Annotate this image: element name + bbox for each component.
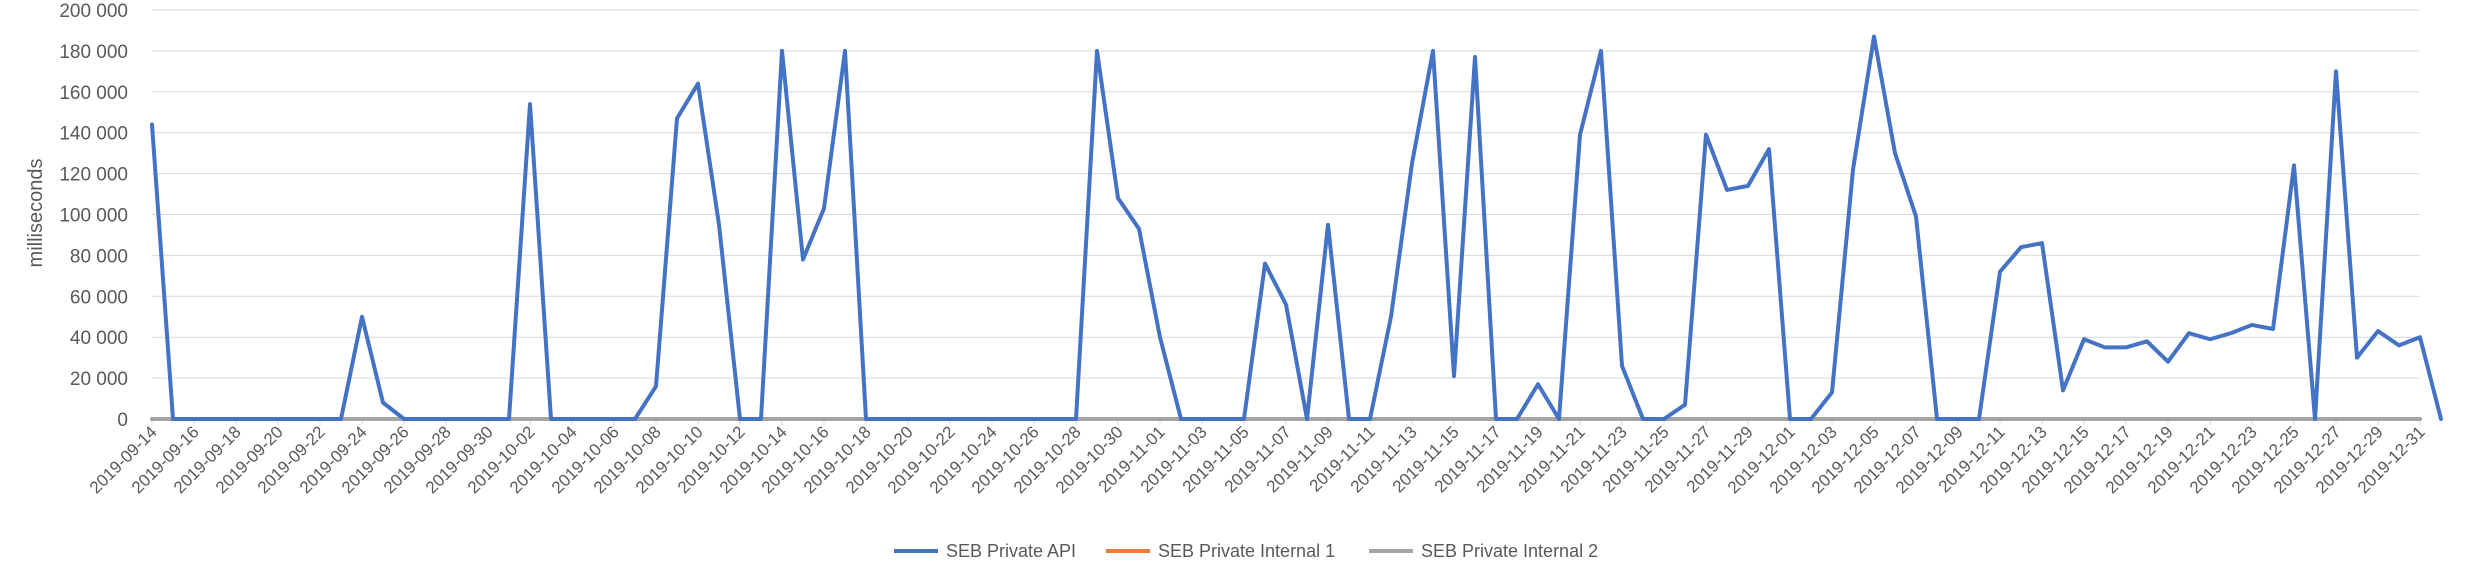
y-tick-label: 80 000: [70, 246, 128, 267]
y-tick-label: 200 000: [59, 1, 128, 22]
legend-label: SEB Private API: [946, 541, 1076, 561]
legend-label: SEB Private Internal 1: [1158, 541, 1335, 561]
y-tick-label: 120 000: [59, 165, 128, 186]
x-axis-ticks: 2019-09-142019-09-162019-09-182019-09-20…: [86, 419, 2429, 497]
y-tick-label: 100 000: [59, 206, 128, 227]
series-lines: [150, 34, 2443, 421]
y-axis-ticks: 0 20 000 40 000 60 000 80 000 100 000 120 000 1…: [59, 1, 128, 431]
y-tick-label: 60 000: [70, 287, 128, 308]
y-tick-label: 140 000: [59, 124, 128, 145]
y-tick-label: 180 000: [59, 42, 128, 63]
y-tick-label: 20 000: [70, 369, 128, 390]
y-tick-label: 160 000: [59, 83, 128, 104]
legend: SEB Private API SEB Private Internal 1 SEB…: [894, 541, 1598, 561]
y-tick-label: 40 000: [70, 328, 128, 349]
gridlines: [152, 9, 2420, 379]
y-axis-label: milliseconds: [25, 159, 47, 268]
legend-label: SEB Private Internal 2: [1421, 541, 1598, 561]
y-tick-label: 0: [117, 410, 128, 431]
series-line-seb-private-api: [150, 34, 2443, 421]
